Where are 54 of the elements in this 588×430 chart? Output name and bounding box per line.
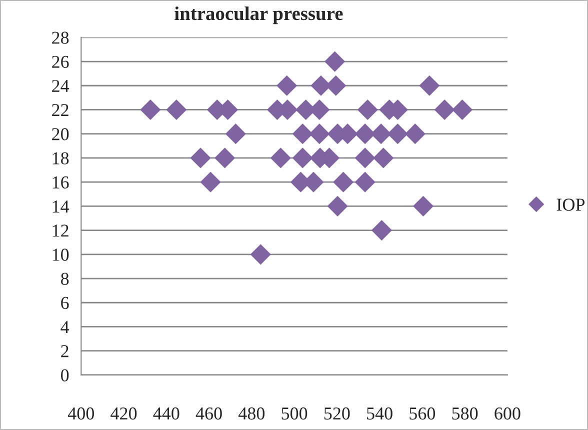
point bbox=[419, 75, 440, 96]
point bbox=[412, 196, 434, 216]
x-tick-label: 600 bbox=[494, 407, 520, 420]
y-tick-label: 22 bbox=[52, 104, 68, 116]
point bbox=[354, 148, 376, 168]
point bbox=[387, 124, 408, 144]
point bbox=[354, 172, 376, 192]
point bbox=[190, 148, 211, 168]
y-tick-label: 4 bbox=[60, 321, 70, 334]
x-tick-label: 560 bbox=[410, 407, 436, 420]
point bbox=[324, 51, 346, 72]
point bbox=[373, 148, 394, 168]
point bbox=[371, 220, 392, 241]
legend-label: IOP bbox=[556, 198, 585, 211]
x-tick-label: 420 bbox=[110, 407, 137, 420]
x-tick-label: 500 bbox=[282, 407, 308, 420]
y-tick-label: 26 bbox=[52, 56, 69, 68]
point bbox=[270, 148, 291, 168]
y-tick-label: 0 bbox=[61, 369, 69, 382]
point bbox=[333, 172, 354, 192]
x-tick-label: 460 bbox=[196, 407, 222, 420]
point bbox=[250, 244, 271, 265]
y-tick-label: 2 bbox=[61, 345, 68, 358]
x-tick-label: 440 bbox=[153, 407, 180, 420]
point bbox=[214, 148, 236, 168]
y-tick-label: 28 bbox=[52, 32, 69, 44]
point bbox=[327, 196, 348, 216]
x-tick-label: 520 bbox=[324, 407, 350, 420]
y-tick-label: 6 bbox=[61, 296, 69, 310]
y-tick-label: 20 bbox=[52, 128, 69, 140]
point bbox=[276, 75, 298, 96]
y-tick-label: 14 bbox=[52, 200, 70, 212]
point bbox=[200, 172, 221, 192]
point bbox=[140, 99, 161, 120]
y-tick-label: 10 bbox=[52, 248, 69, 261]
y-tick-label: 24 bbox=[52, 80, 70, 92]
point bbox=[166, 99, 187, 120]
x-tick-label: 580 bbox=[452, 407, 478, 420]
point bbox=[404, 124, 426, 144]
y-tick-label: 8 bbox=[61, 272, 69, 285]
x-tick-label: 400 bbox=[68, 407, 94, 420]
point bbox=[292, 148, 313, 168]
point bbox=[357, 99, 378, 120]
x-tick-label: 540 bbox=[367, 407, 392, 420]
y-tick-label: 18 bbox=[52, 152, 69, 164]
point bbox=[292, 124, 313, 144]
point bbox=[309, 124, 330, 144]
point bbox=[225, 124, 246, 144]
chart-title: intraocular pressure bbox=[174, 6, 343, 24]
point bbox=[434, 99, 455, 120]
point bbox=[452, 99, 473, 120]
y-tick-label: 12 bbox=[52, 224, 68, 237]
y-tick-label: 16 bbox=[52, 176, 69, 189]
x-tick-label: 480 bbox=[238, 407, 265, 420]
